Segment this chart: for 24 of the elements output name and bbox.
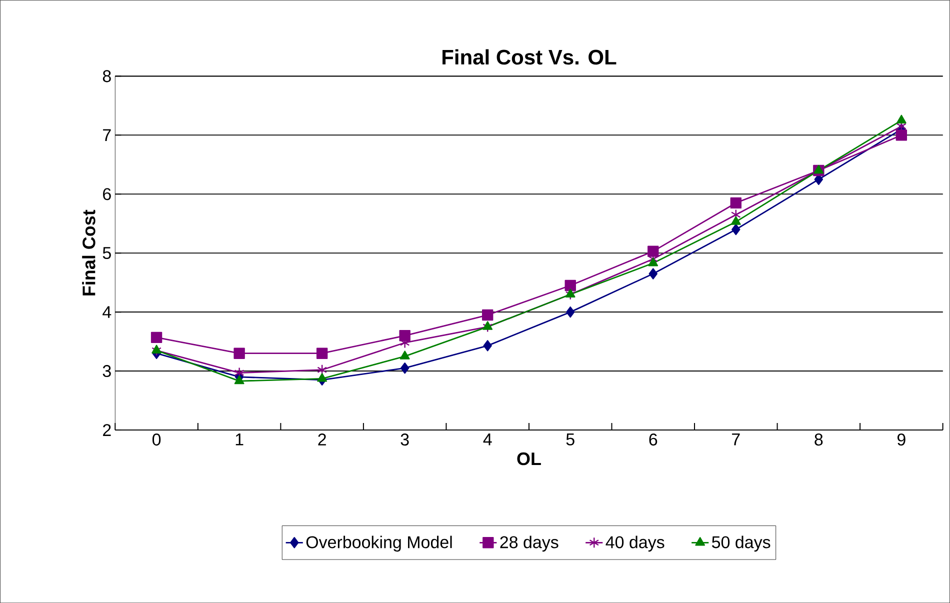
legend-label: 40 days [606,536,664,552]
y-axis-title: Final Cost [82,210,96,296]
x-tick-label: 7 [732,433,740,446]
x-tick-label: 6 [649,433,658,446]
x-tick-label: 0 [152,433,161,446]
y-tick-label: 7 [103,129,111,141]
x-tick-label: 9 [898,433,906,446]
x-tick-label: 3 [400,433,409,446]
x-axis-title: OL [517,452,541,466]
y-tick-label: 2 [103,424,111,436]
legend-label: 28 days [500,536,558,552]
legend-label: 50 days [712,536,770,552]
legend-label: Overbooking Model [306,536,452,552]
y-tick-label: 6 [103,188,111,200]
x-tick-label: 8 [814,433,823,446]
y-tick-label: 4 [102,306,112,318]
y-tick-label: 5 [102,247,111,259]
y-tick-label: 3 [102,364,111,377]
x-tick-label: 4 [483,433,492,446]
x-tick-label: 5 [566,433,574,446]
y-tick-label: 8 [102,70,111,82]
x-tick-label: 2 [318,433,326,446]
x-tick-label: 1 [236,433,244,446]
chart-title: Final Cost Vs. OL [442,49,616,65]
